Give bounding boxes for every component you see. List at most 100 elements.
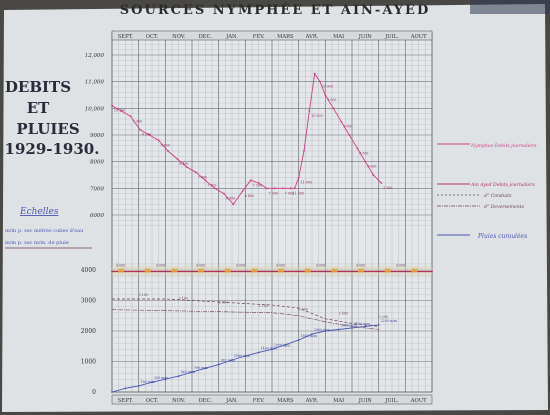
month-bottom-label: OCT. xyxy=(146,398,159,404)
daily-value-label: 11 300 xyxy=(293,191,304,195)
chart-title: SOURCES NYMPHÉE ET AIN-AYED xyxy=(120,2,430,18)
y-tick-label-lower: 3000 xyxy=(81,298,96,305)
daily-value-label: 8 400 xyxy=(179,162,188,166)
daily-value-label: 7 800 xyxy=(198,175,207,179)
month-bottom-label: MAI xyxy=(333,398,344,404)
month-bottom-label: NOV. xyxy=(172,398,186,404)
legend-label-ain-ayed: Ain Ayed Debits journaliers xyxy=(470,182,535,188)
series-point-0 xyxy=(257,182,260,184)
month-top-label: MAI xyxy=(333,34,344,40)
daily-value-label: 4 000 xyxy=(356,264,365,268)
month-header-bottom: SEPT. OCT. NOV. DEC. JAN. FEV. MARS AVR. MAI JUIN… xyxy=(111,394,433,405)
daily-value-label: 790 m/m xyxy=(194,366,208,370)
daily-value-label: 8 000 xyxy=(367,165,376,169)
y-axis-ticks-upper: 12,000 11,000 10,000 9000 8000 7000 6000 xyxy=(85,53,105,219)
ain-ayed-marker xyxy=(198,268,204,273)
series-point-0 xyxy=(249,179,252,182)
side-title-line-4: 1929-1930. xyxy=(5,140,100,158)
legend-label-nymphee: Nymphee Debits journaliers xyxy=(470,143,537,149)
series-point-0 xyxy=(195,171,197,174)
month-top-label: AVR. xyxy=(305,34,319,40)
series-point-2 xyxy=(377,324,380,326)
daily-value-label: 560 m/m xyxy=(181,370,195,374)
series-point-2 xyxy=(257,351,260,354)
daily-value-label: 2 900 xyxy=(219,300,228,304)
ain-ayed-marker xyxy=(224,268,231,273)
ain-ayed-marker xyxy=(251,268,258,273)
daily-value-label: 10 000 xyxy=(322,85,333,89)
legend: Nymphee Debits journaliers Ain Ayed Debi… xyxy=(437,143,537,240)
series-point-0 xyxy=(273,187,276,190)
month-bottom-label: JUIL. xyxy=(384,398,399,404)
month-bottom-label: JUIN xyxy=(358,398,373,404)
series-point-2 xyxy=(111,391,113,393)
ain-ayed-marker xyxy=(358,268,364,273)
y-tick-label-lower: 1000 xyxy=(81,359,96,366)
y-tick-label-upper: 10,000 xyxy=(85,106,105,112)
top-right-edge xyxy=(470,0,550,14)
daily-value-label: 2080 m/m xyxy=(341,323,357,327)
series-point-2 xyxy=(204,367,207,370)
series-point-1 xyxy=(217,270,220,273)
daily-value-label: 2 200 xyxy=(379,315,388,319)
daily-value-label: 10 500 xyxy=(311,114,322,118)
daily-value-label: 9 500 xyxy=(327,98,336,102)
daily-value-label: 2 400 xyxy=(339,311,348,315)
daily-value-label: 1905 m/m xyxy=(314,328,330,332)
month-top-band xyxy=(111,30,433,41)
ain-ayed-marker xyxy=(118,268,124,273)
series-point-0 xyxy=(111,104,113,107)
series-point-0 xyxy=(303,150,305,152)
daily-value-label: 180 m/m xyxy=(141,380,155,384)
daily-value-label: 1180 m/m xyxy=(234,354,250,358)
month-top-label: JAN. xyxy=(225,34,238,40)
month-top-label: SEPT. xyxy=(118,34,134,40)
conduits-line xyxy=(112,298,379,327)
series-point-0 xyxy=(129,115,132,118)
series-point-2 xyxy=(244,355,247,357)
series-point-2 xyxy=(151,381,153,384)
series-point-0 xyxy=(364,160,367,163)
series-point-0 xyxy=(185,166,188,168)
daily-value-label: 7 300 xyxy=(207,183,216,187)
daily-value-label: 1400 m/m xyxy=(261,346,277,350)
series-point-1 xyxy=(297,270,300,273)
daily-value-label: 10 100 xyxy=(114,109,125,113)
daily-value-label: 4 000 xyxy=(316,264,325,268)
daily-value-label: 7 000 xyxy=(269,191,278,195)
y-tick-label-upper: 7000 xyxy=(90,186,104,192)
deversements-line xyxy=(111,309,379,330)
series-point-2 xyxy=(297,339,300,342)
daily-value-label: 7 300 xyxy=(253,183,262,187)
daily-value-label: 2 500 xyxy=(299,308,308,312)
series-point-2 xyxy=(271,348,273,351)
month-top-label: NOV. xyxy=(172,34,186,40)
series-point-1 xyxy=(351,270,353,273)
month-top-label: OCT. xyxy=(146,34,159,40)
series-point-0 xyxy=(380,182,383,184)
daily-value-label: 9 200 xyxy=(142,133,151,137)
y-tick-label-lower: 0 xyxy=(92,389,96,396)
daily-value-label: 9 900 xyxy=(133,119,142,123)
y-axis-ticks-lower: 4000 3000 2000 1000 0 xyxy=(81,267,96,396)
month-top-label: MARS xyxy=(277,34,294,40)
scales-title: Echelles xyxy=(19,207,59,217)
daily-value-label: 4 000 xyxy=(116,264,125,268)
month-bottom-label: MARS xyxy=(277,398,294,404)
series-point-0 xyxy=(148,134,151,136)
series-point-1 xyxy=(137,270,140,273)
daily-value-label: 8 800 xyxy=(161,143,170,147)
series-point-0 xyxy=(356,147,359,150)
series-point-1 xyxy=(271,270,273,273)
y-tick-label-lower: 4000 xyxy=(81,267,96,274)
series-point-1 xyxy=(164,270,167,273)
ain-ayed-marker xyxy=(278,268,284,273)
series-point-0 xyxy=(139,128,141,131)
daily-value-label: 4 000 xyxy=(156,264,165,268)
daily-value-label: 1578 m/m xyxy=(274,343,290,347)
daily-value-label: 8 500 xyxy=(359,151,368,155)
daily-value-label: 4 000 xyxy=(196,264,205,268)
daily-value-label: 9 000 xyxy=(343,125,352,129)
